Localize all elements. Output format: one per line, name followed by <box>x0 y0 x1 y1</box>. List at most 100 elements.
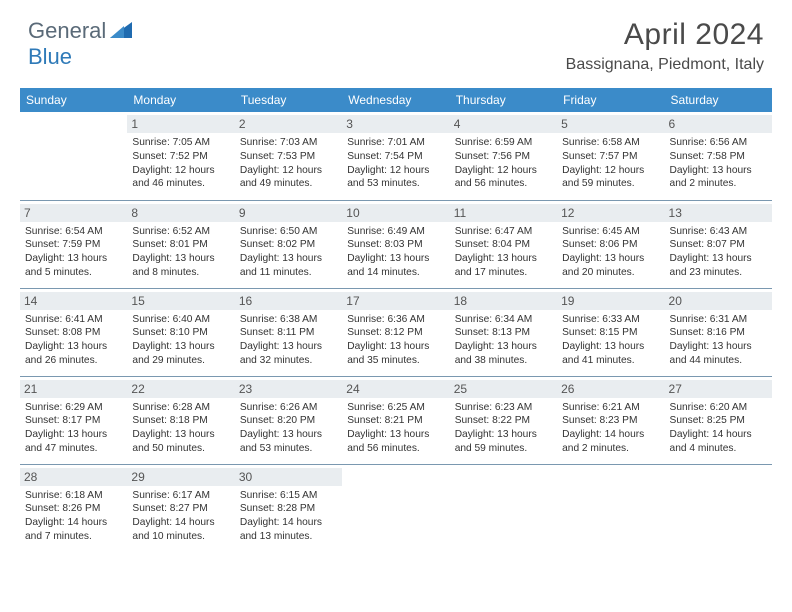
day-number: 5 <box>557 115 664 133</box>
day-details: Sunrise: 6:28 AMSunset: 8:18 PMDaylight:… <box>132 401 229 456</box>
calendar-cell: 18 Sunrise: 6:34 AMSunset: 8:13 PMDayligh… <box>450 288 557 376</box>
calendar-cell: 6 Sunrise: 6:56 AMSunset: 7:58 PMDaylight… <box>665 112 772 200</box>
calendar-body: 1 Sunrise: 7:05 AMSunset: 7:52 PMDaylight… <box>20 112 772 552</box>
day-details: Sunrise: 6:38 AMSunset: 8:11 PMDaylight:… <box>240 313 337 368</box>
calendar-cell: 7 Sunrise: 6:54 AMSunset: 7:59 PMDaylight… <box>20 200 127 288</box>
weekday-header: Saturday <box>665 88 772 112</box>
calendar-cell: 15 Sunrise: 6:40 AMSunset: 8:10 PMDayligh… <box>127 288 234 376</box>
day-details: Sunrise: 6:49 AMSunset: 8:03 PMDaylight:… <box>347 225 444 280</box>
day-details: Sunrise: 6:21 AMSunset: 8:23 PMDaylight:… <box>562 401 659 456</box>
day-number: 14 <box>20 292 127 310</box>
calendar-cell-empty <box>665 464 772 552</box>
day-details: Sunrise: 6:18 AMSunset: 8:26 PMDaylight:… <box>25 489 122 544</box>
calendar-cell: 22 Sunrise: 6:28 AMSunset: 8:18 PMDayligh… <box>127 376 234 464</box>
day-number: 13 <box>665 204 772 222</box>
calendar-cell: 16 Sunrise: 6:38 AMSunset: 8:11 PMDayligh… <box>235 288 342 376</box>
day-number: 15 <box>127 292 234 310</box>
day-number: 19 <box>557 292 664 310</box>
day-details: Sunrise: 6:36 AMSunset: 8:12 PMDaylight:… <box>347 313 444 368</box>
day-details: Sunrise: 6:34 AMSunset: 8:13 PMDaylight:… <box>455 313 552 368</box>
day-details: Sunrise: 6:50 AMSunset: 8:02 PMDaylight:… <box>240 225 337 280</box>
day-number: 17 <box>342 292 449 310</box>
day-number: 9 <box>235 204 342 222</box>
day-details: Sunrise: 6:26 AMSunset: 8:20 PMDaylight:… <box>240 401 337 456</box>
calendar-cell-empty <box>342 464 449 552</box>
day-details: Sunrise: 6:43 AMSunset: 8:07 PMDaylight:… <box>670 225 767 280</box>
calendar-cell: 10 Sunrise: 6:49 AMSunset: 8:03 PMDayligh… <box>342 200 449 288</box>
calendar-row: 28 Sunrise: 6:18 AMSunset: 8:26 PMDayligh… <box>20 464 772 552</box>
calendar-cell: 14 Sunrise: 6:41 AMSunset: 8:08 PMDayligh… <box>20 288 127 376</box>
day-number: 11 <box>450 204 557 222</box>
calendar-cell: 5 Sunrise: 6:58 AMSunset: 7:57 PMDaylight… <box>557 112 664 200</box>
day-number: 2 <box>235 115 342 133</box>
day-number: 27 <box>665 380 772 398</box>
calendar-cell: 2Sunrise: 7:03 AMSunset: 7:53 PMDaylight… <box>235 112 342 200</box>
weekday-header-row: SundayMondayTuesdayWednesdayThursdayFrid… <box>20 88 772 112</box>
calendar-cell: 25 Sunrise: 6:23 AMSunset: 8:22 PMDayligh… <box>450 376 557 464</box>
weekday-header: Monday <box>127 88 234 112</box>
calendar-cell: 19 Sunrise: 6:33 AMSunset: 8:15 PMDayligh… <box>557 288 664 376</box>
day-number: 18 <box>450 292 557 310</box>
day-details: Sunrise: 6:45 AMSunset: 8:06 PMDaylight:… <box>562 225 659 280</box>
header: General April 2024 Bassignana, Piedmont,… <box>0 0 792 80</box>
calendar-cell: 29Sunrise: 6:17 AMSunset: 8:27 PMDayligh… <box>127 464 234 552</box>
day-details: Sunrise: 6:31 AMSunset: 8:16 PMDaylight:… <box>670 313 767 368</box>
calendar-cell: 1 Sunrise: 7:05 AMSunset: 7:52 PMDaylight… <box>127 112 234 200</box>
day-details: Sunrise: 6:23 AMSunset: 8:22 PMDaylight:… <box>455 401 552 456</box>
day-details: Sunrise: 6:33 AMSunset: 8:15 PMDaylight:… <box>562 313 659 368</box>
calendar-cell: 26 Sunrise: 6:21 AMSunset: 8:23 PMDayligh… <box>557 376 664 464</box>
day-details: Sunrise: 6:47 AMSunset: 8:04 PMDaylight:… <box>455 225 552 280</box>
day-number: 8 <box>127 204 234 222</box>
calendar-row: 7 Sunrise: 6:54 AMSunset: 7:59 PMDaylight… <box>20 200 772 288</box>
calendar-cell: 23 Sunrise: 6:26 AMSunset: 8:20 PMDayligh… <box>235 376 342 464</box>
day-number: 4 <box>450 115 557 133</box>
day-number: 6 <box>665 115 772 133</box>
calendar-cell: 12Sunrise: 6:45 AMSunset: 8:06 PMDayligh… <box>557 200 664 288</box>
day-number: 1 <box>127 115 234 133</box>
calendar-cell: 20Sunrise: 6:31 AMSunset: 8:16 PMDayligh… <box>665 288 772 376</box>
day-number: 26 <box>557 380 664 398</box>
day-number: 22 <box>127 380 234 398</box>
day-details: Sunrise: 6:52 AMSunset: 8:01 PMDaylight:… <box>132 225 229 280</box>
day-details: Sunrise: 7:05 AMSunset: 7:52 PMDaylight:… <box>132 136 229 191</box>
day-details: Sunrise: 6:41 AMSunset: 8:08 PMDaylight:… <box>25 313 122 368</box>
title-block: April 2024 Bassignana, Piedmont, Italy <box>566 18 764 74</box>
weekday-header: Tuesday <box>235 88 342 112</box>
calendar-cell: 27 Sunrise: 6:20 AMSunset: 8:25 PMDayligh… <box>665 376 772 464</box>
day-number: 10 <box>342 204 449 222</box>
calendar-table: SundayMondayTuesdayWednesdayThursdayFrid… <box>20 88 772 552</box>
month-title: April 2024 <box>566 18 764 52</box>
location-label: Bassignana, Piedmont, Italy <box>566 56 764 74</box>
calendar-cell-empty <box>557 464 664 552</box>
calendar-cell: 9 Sunrise: 6:50 AMSunset: 8:02 PMDaylight… <box>235 200 342 288</box>
day-details: Sunrise: 6:40 AMSunset: 8:10 PMDaylight:… <box>132 313 229 368</box>
day-details: Sunrise: 6:56 AMSunset: 7:58 PMDaylight:… <box>670 136 767 191</box>
calendar-row: 14 Sunrise: 6:41 AMSunset: 8:08 PMDayligh… <box>20 288 772 376</box>
calendar-cell: 17 Sunrise: 6:36 AMSunset: 8:12 PMDayligh… <box>342 288 449 376</box>
weekday-header: Wednesday <box>342 88 449 112</box>
day-details: Sunrise: 6:20 AMSunset: 8:25 PMDaylight:… <box>670 401 767 456</box>
calendar-cell: 13 Sunrise: 6:43 AMSunset: 8:07 PMDayligh… <box>665 200 772 288</box>
calendar-row: 21Sunrise: 6:29 AMSunset: 8:17 PMDayligh… <box>20 376 772 464</box>
day-number: 25 <box>450 380 557 398</box>
day-number: 24 <box>342 380 449 398</box>
calendar-cell: 4 Sunrise: 6:59 AMSunset: 7:56 PMDaylight… <box>450 112 557 200</box>
day-number: 3 <box>342 115 449 133</box>
day-details: Sunrise: 6:15 AMSunset: 8:28 PMDaylight:… <box>240 489 337 544</box>
calendar-cell: 28 Sunrise: 6:18 AMSunset: 8:26 PMDayligh… <box>20 464 127 552</box>
brand-part2: Blue <box>28 44 72 69</box>
day-number: 16 <box>235 292 342 310</box>
calendar-cell: 30Sunrise: 6:15 AMSunset: 8:28 PMDayligh… <box>235 464 342 552</box>
day-details: Sunrise: 6:59 AMSunset: 7:56 PMDaylight:… <box>455 136 552 191</box>
day-number: 7 <box>20 204 127 222</box>
calendar-cell-empty <box>450 464 557 552</box>
day-details: Sunrise: 6:54 AMSunset: 7:59 PMDaylight:… <box>25 225 122 280</box>
weekday-header: Friday <box>557 88 664 112</box>
calendar-cell: 3Sunrise: 7:01 AMSunset: 7:54 PMDaylight… <box>342 112 449 200</box>
day-number: 23 <box>235 380 342 398</box>
day-number: 28 <box>20 468 127 486</box>
day-details: Sunrise: 6:58 AMSunset: 7:57 PMDaylight:… <box>562 136 659 191</box>
calendar-cell: 11 Sunrise: 6:47 AMSunset: 8:04 PMDayligh… <box>450 200 557 288</box>
calendar-cell-empty <box>20 112 127 200</box>
day-details: Sunrise: 6:25 AMSunset: 8:21 PMDaylight:… <box>347 401 444 456</box>
